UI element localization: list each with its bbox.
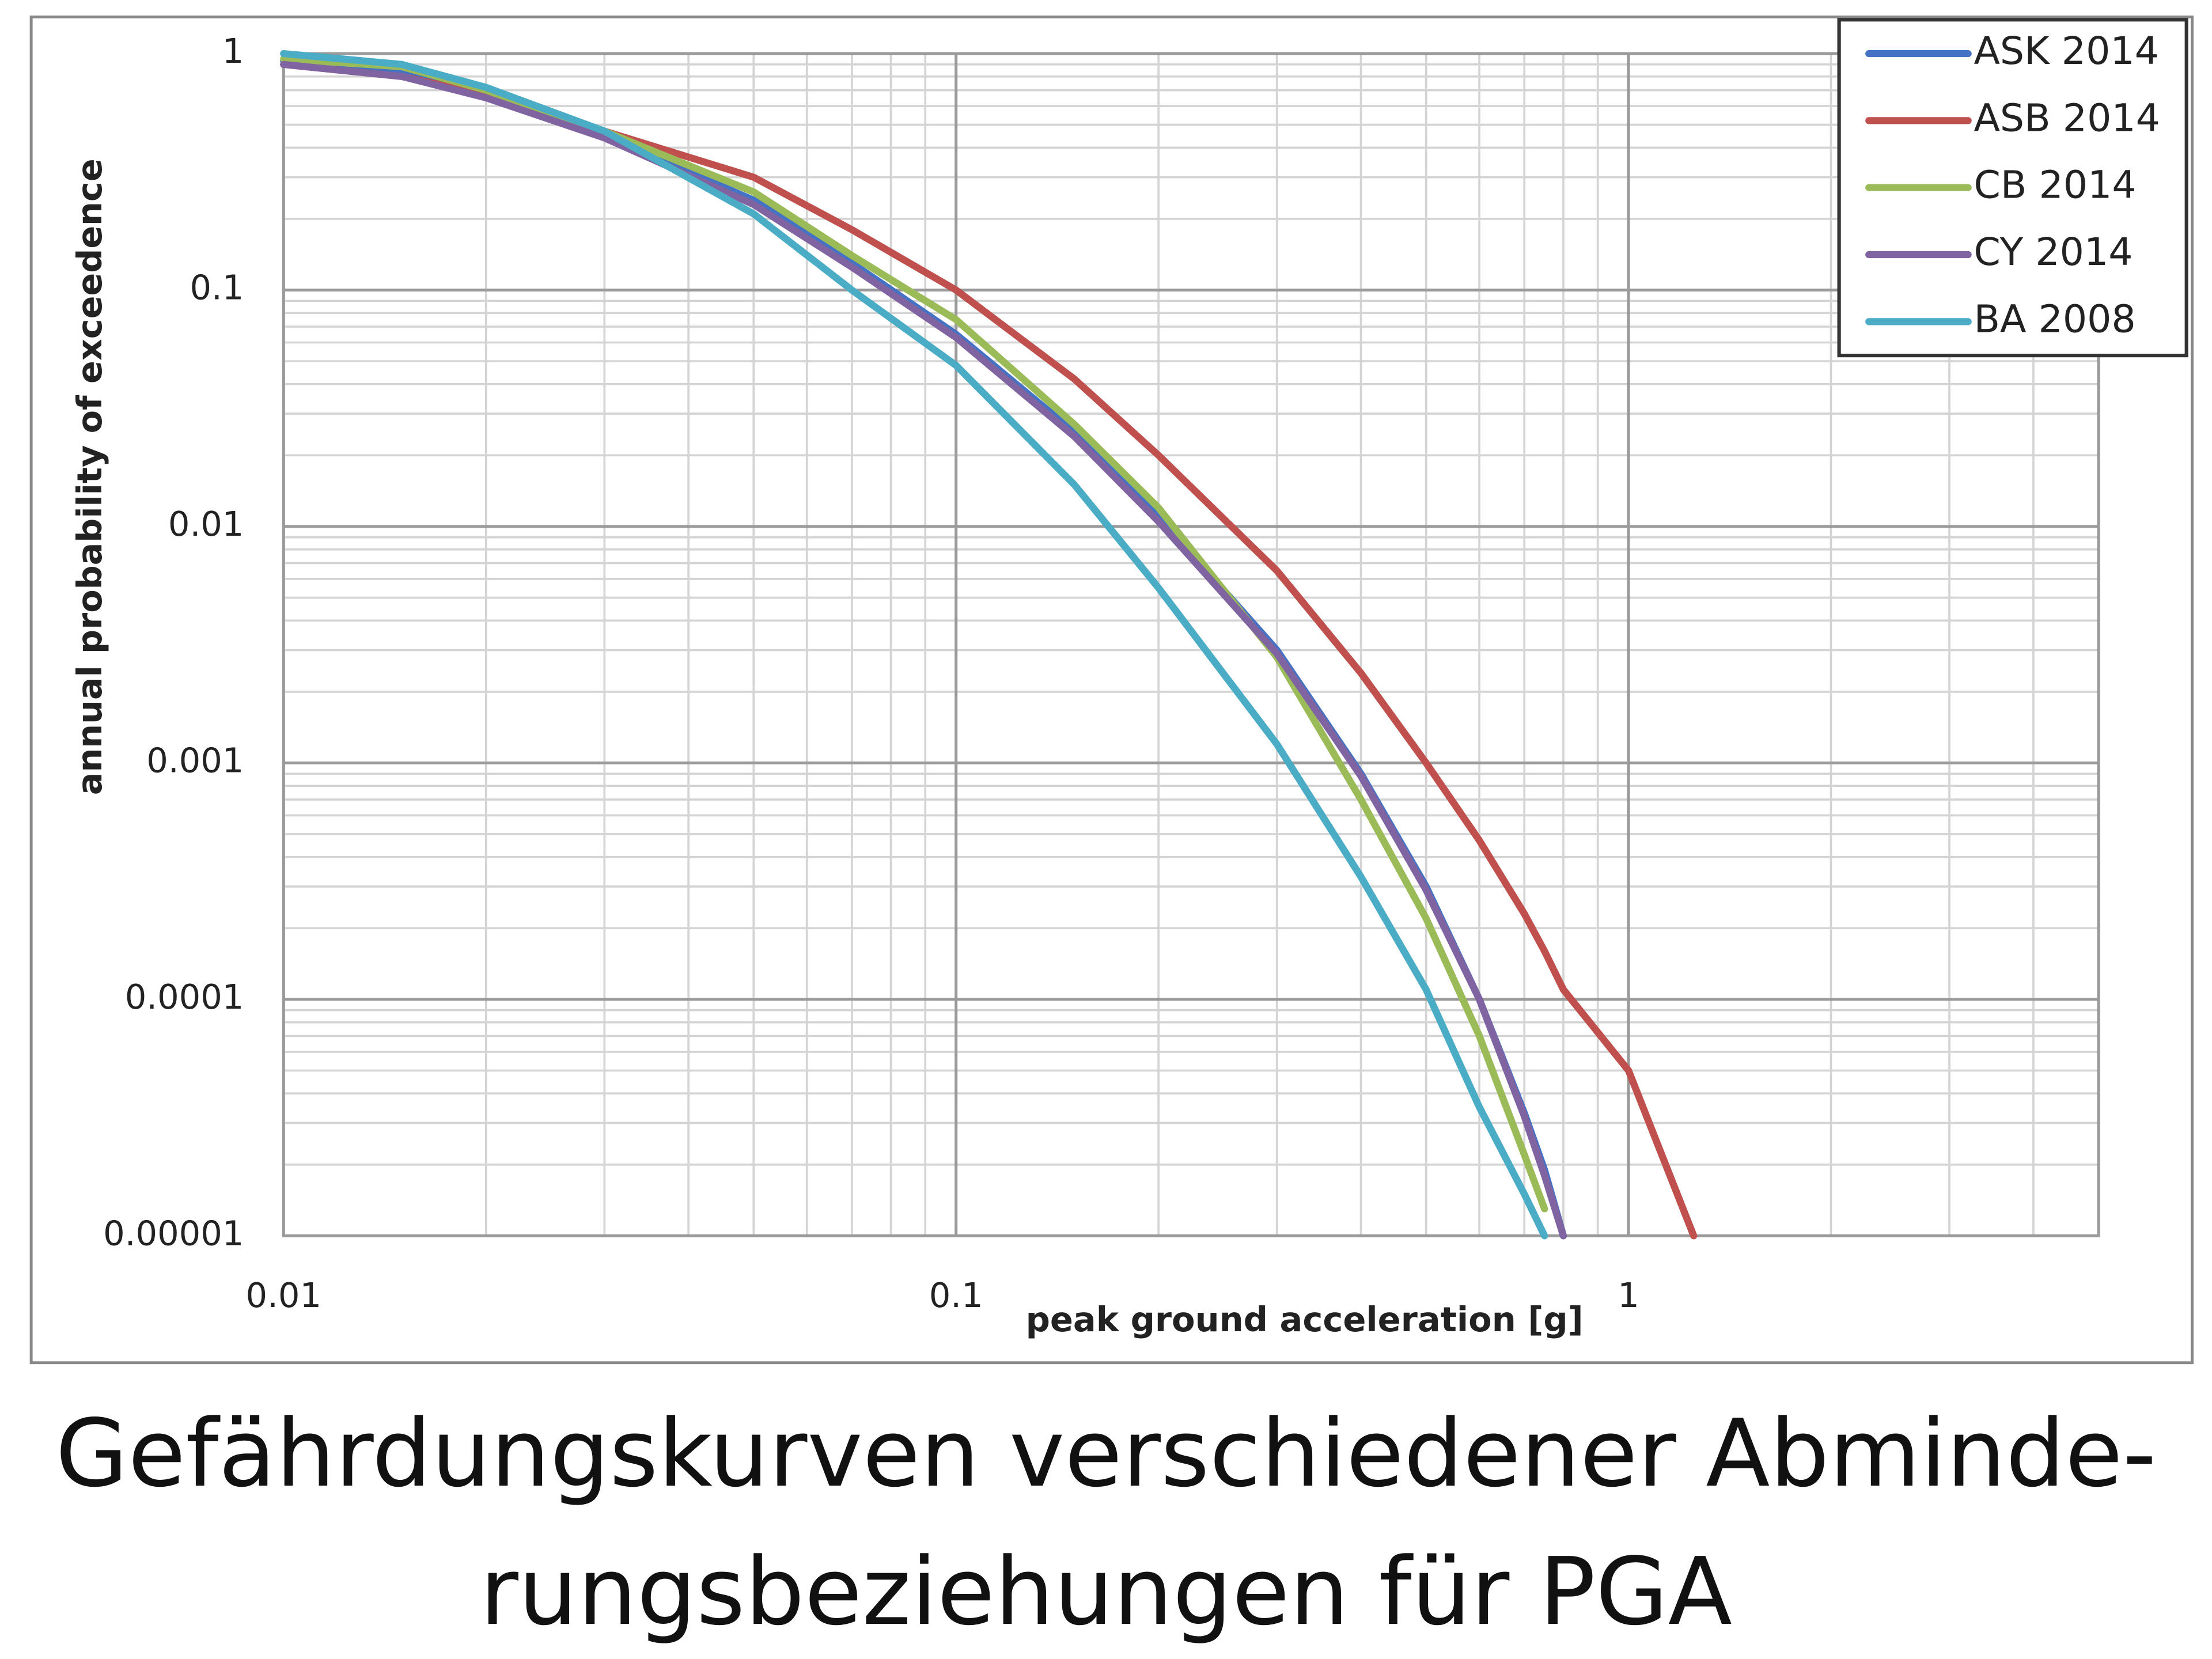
x-tick-label: 1: [1618, 1275, 1639, 1315]
y-tick-label: 0.01: [168, 504, 244, 544]
legend-label: ASB 2014: [1974, 96, 2160, 141]
series-line: [280, 60, 1567, 1240]
x-tick-label: 0.01: [246, 1275, 322, 1315]
y-tick-label: 1: [222, 31, 244, 71]
y-tick-label: 0.00001: [103, 1214, 244, 1253]
y-tick-label: 0.001: [146, 741, 244, 781]
legend: ASK 2014 ASB 2014 CB 2014 CY 2014 BA 2008: [1865, 28, 2160, 342]
plot-lines: [280, 50, 1698, 1240]
legend-label: CY 2014: [1974, 229, 2133, 274]
x-tick-label: 0.1: [929, 1275, 983, 1315]
caption-line: rungsbeziehungen für PGA: [480, 1538, 1732, 1646]
y-axis-label: annual probability of exceedence: [70, 158, 109, 795]
legend-label: ASK 2014: [1974, 28, 2158, 73]
legend-label: CB 2014: [1974, 162, 2136, 207]
series-line: [280, 50, 1548, 1240]
caption-line: Gefährdungskurven verschiedener Abminde-: [55, 1400, 2156, 1508]
y-tick-label: 0.1: [190, 268, 244, 308]
legend-label: BA 2008: [1974, 297, 2135, 342]
plot-area: [282, 52, 2100, 1237]
x-axis-label: peak ground acceleration [g]: [1026, 1300, 1584, 1339]
labels: 0.00001 0.0001 0.001 0.01 0.1 1 0.01 0.1 1: [103, 31, 1639, 1315]
y-tick-label: 0.0001: [125, 977, 244, 1017]
